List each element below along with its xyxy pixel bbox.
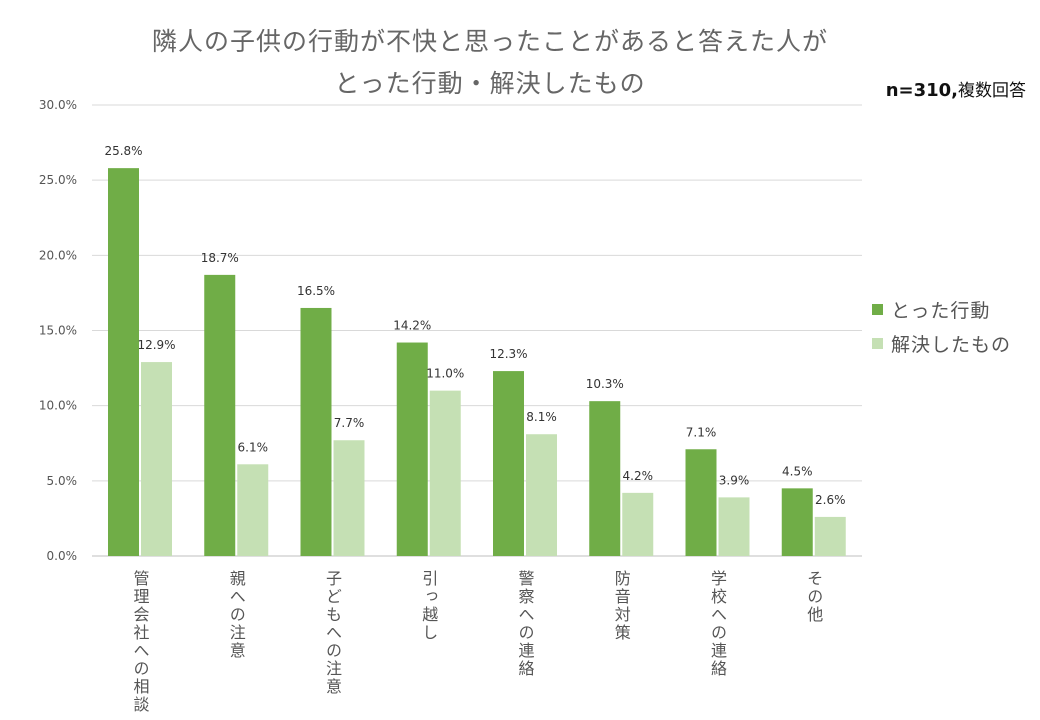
legend-label-resolved: 解決したもの — [891, 334, 1012, 356]
bar-resolved — [429, 390, 461, 556]
x-axis-categories: 管理会社への相談 親への注意 子どもへの注意 引っ越し 警察への連絡 防音対策 学校への連絡… — [131, 570, 824, 714]
bar-action-taken — [493, 371, 524, 556]
sample-size-label: n=310, — [885, 80, 958, 101]
bar-resolved — [526, 434, 557, 556]
data-label: 8.1% — [526, 410, 557, 424]
bar-resolved — [237, 464, 269, 556]
bar-action-taken — [781, 488, 813, 556]
bar-resolved — [718, 497, 750, 556]
data-label: 2.6% — [815, 493, 846, 507]
x-category-label: 引っ越し — [419, 570, 438, 642]
data-label: 14.2% — [393, 319, 431, 333]
x-category-label: 管理会社への相談 — [131, 570, 150, 714]
chart-title-line-2: とった行動・解決したもの — [334, 69, 646, 98]
data-label: 12.3% — [489, 347, 527, 361]
y-tick-label: 10.0% — [39, 399, 77, 413]
data-label: 18.7% — [201, 251, 239, 265]
bar-resolved — [814, 516, 846, 556]
sample-size-note: n=310,複数回答 — [886, 76, 1026, 101]
data-label: 3.9% — [719, 473, 750, 487]
data-label: 12.9% — [137, 338, 175, 352]
legend-label-action-taken: とった行動 — [891, 300, 991, 322]
bar-resolved — [333, 440, 365, 556]
y-tick-label: 5.0% — [47, 474, 78, 488]
data-label: 11.0% — [426, 367, 464, 381]
x-category-label: 親への注意 — [227, 570, 246, 660]
legend-item-resolved: 解決したもの — [872, 330, 1011, 357]
bar-action-taken — [589, 401, 621, 556]
bar-action-taken — [396, 342, 428, 556]
data-label: 6.1% — [238, 440, 269, 454]
legend-item-action-taken: とった行動 — [872, 296, 990, 323]
bar-action-taken — [204, 274, 236, 556]
data-label: 4.5% — [782, 464, 813, 478]
data-label: 16.5% — [297, 284, 335, 298]
data-label: 7.1% — [686, 425, 717, 439]
multiple-answer-label: 複数回答 — [958, 81, 1026, 101]
chart-title-line-1: 隣人の子供の行動が不快と思ったことがあると答えた人が — [151, 27, 828, 56]
y-axis-ticks: 0.0% 5.0% 10.0% 15.0% 20.0% 25.0% 30.0% — [39, 98, 77, 563]
data-label: 10.3% — [586, 377, 624, 391]
bars — [108, 168, 846, 556]
bar-action-taken — [108, 168, 139, 556]
bar-resolved — [622, 492, 654, 556]
data-label: 4.2% — [623, 469, 654, 483]
data-label: 25.8% — [104, 144, 142, 158]
x-category-label: 子どもへの注意 — [323, 570, 342, 696]
bar-resolved — [141, 362, 172, 556]
data-labels: 25.8% 18.7% 16.5% 14.2% 12.3% 10.3% 7.1% 4.5% 12… — [104, 144, 845, 507]
legend-swatch-action-taken — [872, 304, 883, 315]
x-category-label: 学校への連絡 — [708, 570, 727, 678]
legend-swatch-resolved — [872, 338, 883, 349]
x-category-label: 防音対策 — [612, 570, 631, 642]
x-category-label: 警察への連絡 — [516, 570, 535, 678]
y-tick-label: 0.0% — [47, 549, 78, 563]
x-category-label: その他 — [804, 570, 823, 624]
data-label: 7.7% — [334, 416, 365, 430]
y-tick-label: 30.0% — [39, 98, 77, 112]
bar-action-taken — [300, 307, 332, 556]
y-tick-label: 25.0% — [39, 173, 77, 187]
y-tick-label: 20.0% — [39, 248, 77, 262]
bar-action-taken — [685, 449, 717, 556]
y-tick-label: 15.0% — [39, 324, 77, 338]
